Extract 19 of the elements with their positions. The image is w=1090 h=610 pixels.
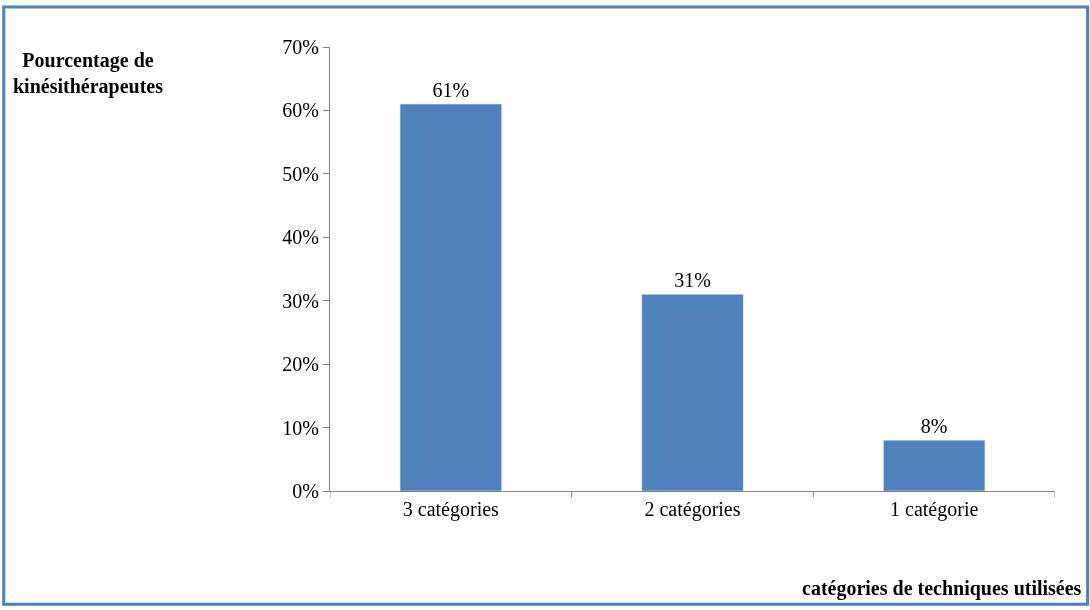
x-tick-label: 2 catégories: [644, 498, 741, 521]
text: Pourcentage de kinésithérapeutes: [13, 49, 164, 98]
x-tick-label: 3 catégories: [402, 498, 500, 521]
bar: [641, 294, 744, 491]
y-tick-label: 10%: [282, 416, 319, 439]
y-tick-label: 70%: [282, 36, 319, 58]
data-label: 8%: [920, 415, 948, 438]
y-tick-label: 40%: [282, 226, 319, 249]
y-tick-label: 0%: [292, 480, 319, 502]
y-tick-label: 50%: [282, 162, 319, 185]
data-label: 31%: [674, 269, 711, 292]
y-tick-label: 60%: [282, 99, 319, 122]
x-tick-label: 1 catégorie: [890, 498, 979, 521]
bar: [883, 440, 986, 491]
y-tick-label: 30%: [282, 289, 319, 312]
bar: [399, 103, 502, 491]
x-axis-title: catégories de techniques utilisées: [802, 577, 1082, 600]
y-tick-label: 20%: [282, 353, 319, 376]
data-label: 61%: [432, 79, 470, 102]
